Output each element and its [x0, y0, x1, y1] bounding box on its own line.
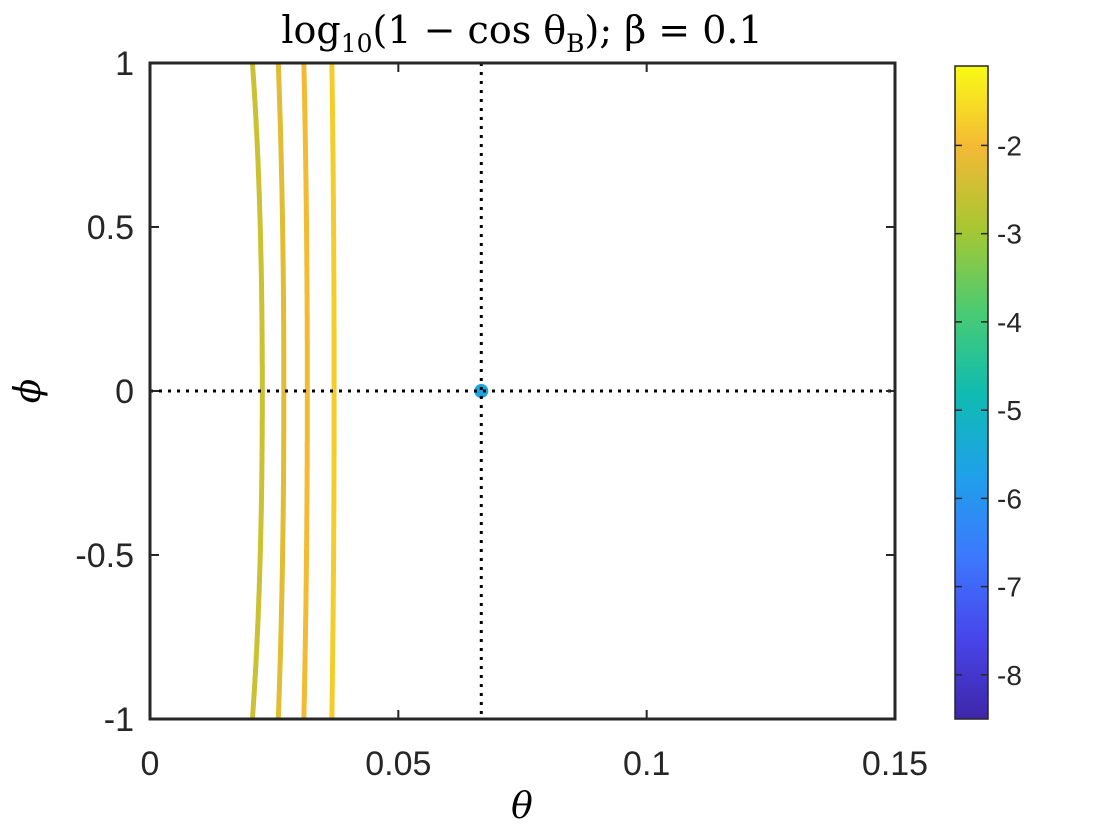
- colorbar: -8 -7 -6 -5 -4 -3 -2: [954, 65, 1022, 720]
- x-tick-label: 0.15: [862, 745, 928, 783]
- y-axis-label: ϕ: [8, 379, 49, 404]
- colorbar-tick-label: -4: [997, 307, 1022, 338]
- colorbar-tick-label: -7: [997, 572, 1022, 603]
- colorbar-frame: [954, 65, 989, 720]
- contour-minimum: [474, 384, 489, 398]
- colorbar-tick-label: -2: [997, 130, 1022, 161]
- contour-lines: [249, 63, 489, 719]
- y-tick-label: 0: [115, 373, 134, 411]
- colorbar-tick-label: -5: [997, 395, 1022, 426]
- y-tick-labels: -1 -0.5 0 0.5 1: [75, 45, 134, 739]
- colorbar-gradient: [955, 66, 988, 719]
- x-tick-labels: 0 0.05 0.1 0.15: [141, 745, 929, 783]
- y-tick-label: 1: [115, 45, 134, 83]
- axis-ticks: [149, 62, 896, 720]
- x-tick-label: 0: [141, 745, 160, 783]
- colorbar-tick-label: -8: [997, 660, 1022, 691]
- y-tick-label: -1: [104, 701, 134, 739]
- y-tick-label: 0.5: [87, 209, 134, 247]
- colorbar-ticks: -8 -7 -6 -5 -4 -3 -2: [955, 130, 1022, 691]
- plot-area: [148, 61, 897, 721]
- title-subscript-b: B: [566, 29, 584, 58]
- x-tick-label: 0.1: [623, 745, 670, 783]
- colorbar-tick-label: -6: [997, 483, 1022, 514]
- x-tick-label: 0.05: [365, 745, 431, 783]
- colorbar-tick-label: -3: [997, 219, 1022, 250]
- x-axis-label: θ: [511, 786, 533, 827]
- crosshair-lines: [150, 63, 895, 719]
- chart-title: log10(1 − cos θB); β = 0.1: [281, 8, 762, 58]
- title-subscript-10: 10: [341, 29, 373, 58]
- y-tick-label: -0.5: [75, 537, 134, 575]
